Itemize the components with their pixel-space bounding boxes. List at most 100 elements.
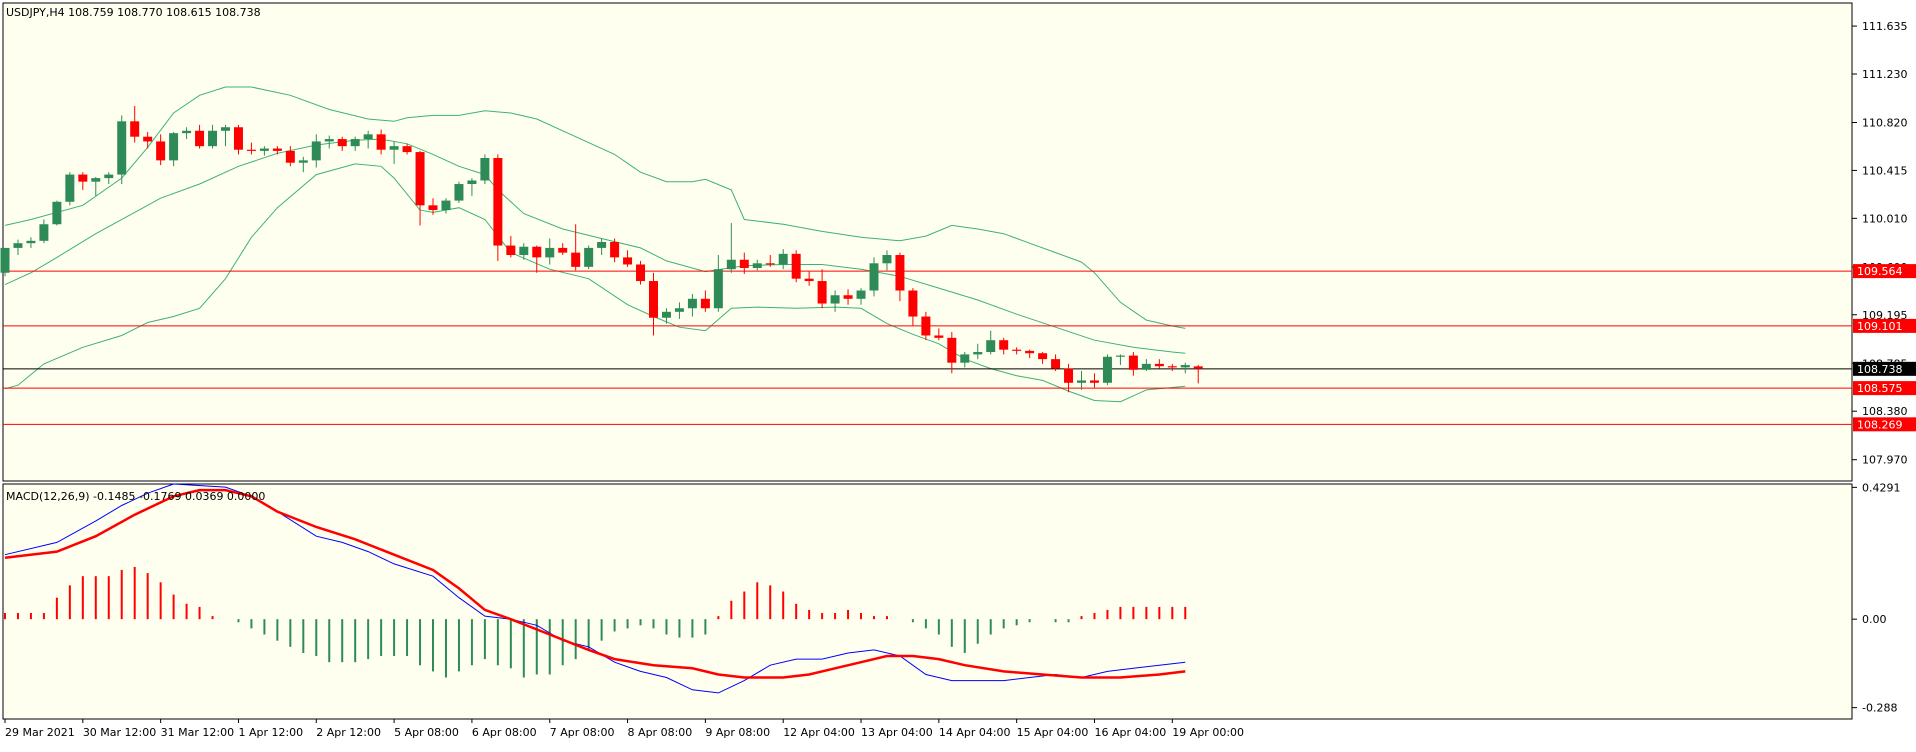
bear-candle-body	[792, 254, 801, 279]
bear-candle-body	[740, 260, 749, 268]
macd-tick-label: -0.288	[1862, 702, 1897, 715]
price-tick-label: 107.970	[1862, 454, 1908, 467]
candle[interactable]	[792, 250, 801, 282]
bear-candle-body	[947, 338, 956, 363]
candle[interactable]	[1, 248, 10, 276]
macd-title: MACD(12,26,9) -0.1485 -0.1769 0.0369 0.0…	[6, 490, 265, 503]
bear-candle-body	[195, 131, 204, 146]
bull-candle-body	[727, 260, 736, 269]
bull-candle-body	[1103, 357, 1112, 383]
bear-candle-body	[623, 257, 632, 264]
price-tick-label: 111.635	[1862, 20, 1908, 33]
bull-candle-body	[1077, 380, 1086, 382]
bull-candle-body	[260, 149, 269, 151]
macd-tick-label: 0.4291	[1862, 481, 1901, 494]
bear-candle-body	[377, 134, 386, 149]
price-tick-label: 108.380	[1862, 405, 1908, 418]
bear-candle-body	[844, 295, 853, 299]
price-tick-label: 110.820	[1862, 117, 1908, 130]
bear-candle-body	[234, 127, 243, 149]
bull-candle-body	[104, 175, 113, 179]
bear-candle-body	[1064, 369, 1073, 383]
level-price-label: 108.269	[1857, 418, 1903, 431]
bear-candle-body	[403, 146, 412, 152]
time-tick-label: 31 Mar 12:00	[161, 726, 234, 739]
bull-candle-body	[312, 141, 321, 160]
candle[interactable]	[480, 154, 489, 184]
bear-candle-body	[1038, 353, 1047, 359]
bear-candle-body	[636, 264, 645, 281]
macd-indicator-panel[interactable]: 0.4291 0.00 -0.288	[3, 481, 1901, 719]
bear-candle-body	[805, 279, 814, 281]
bull-candle-body	[182, 131, 191, 133]
bear-candle-body	[610, 242, 619, 257]
bear-candle-body	[1194, 366, 1203, 368]
bull-candle-body	[52, 202, 61, 224]
bull-candle-body	[91, 178, 100, 182]
bull-candle-body	[26, 241, 35, 243]
time-tick-label: 5 Apr 08:00	[394, 726, 459, 739]
time-tick-label: 30 Mar 12:00	[83, 726, 156, 739]
bull-candle-body	[325, 139, 334, 141]
time-tick-label: 29 Mar 2021	[5, 726, 75, 739]
bear-candle-body	[1012, 350, 1021, 351]
bear-candle-body	[273, 149, 282, 151]
level-price-label: 108.575	[1857, 382, 1903, 395]
bear-candle-body	[649, 281, 658, 318]
time-tick-label: 8 Apr 08:00	[628, 726, 693, 739]
bull-candle-body	[1116, 356, 1125, 357]
bear-candle-body	[130, 121, 139, 136]
bull-candle-body	[882, 255, 891, 263]
bull-candle-body	[1142, 364, 1151, 370]
level-price-label: 109.564	[1857, 265, 1903, 278]
bear-candle-body	[895, 255, 904, 290]
time-tick-label: 2 Apr 12:00	[316, 726, 381, 739]
bear-candle-body	[156, 141, 165, 160]
bull-candle-body	[390, 146, 399, 150]
bull-candle-body	[986, 340, 995, 352]
bull-candle-body	[351, 139, 360, 146]
candle[interactable]	[65, 172, 74, 205]
bull-candle-body	[117, 121, 126, 174]
time-tick-label: 15 Apr 04:00	[1017, 726, 1089, 739]
candle[interactable]	[1103, 354, 1112, 385]
candle[interactable]	[117, 115, 126, 184]
bear-candle-body	[1051, 359, 1060, 368]
bear-candle-body	[286, 151, 295, 163]
candle[interactable]	[52, 201, 61, 226]
price-tick-label: 110.415	[1862, 164, 1908, 177]
time-tick-label: 9 Apr 08:00	[705, 726, 770, 739]
bear-candle-body	[493, 158, 502, 246]
bear-candle-body	[999, 340, 1008, 349]
bear-candle-body	[766, 263, 775, 264]
bull-candle-body	[13, 243, 22, 248]
main-price-chart[interactable]: 111.635111.230110.820110.415110.010109.6…	[1, 3, 1916, 481]
bear-candle-body	[1129, 356, 1138, 370]
candle[interactable]	[584, 246, 593, 270]
bear-candle-body	[429, 205, 438, 210]
candle[interactable]	[454, 182, 463, 203]
bear-candle-body	[78, 175, 87, 182]
bear-candle-body	[1155, 364, 1164, 366]
bull-candle-body	[480, 158, 489, 180]
candle[interactable]	[636, 261, 645, 285]
bull-candle-body	[688, 299, 697, 308]
macd-tick-label: 0.00	[1862, 613, 1887, 626]
bull-candle-body	[441, 201, 450, 210]
time-tick-label: 19 Apr 00:00	[1172, 726, 1244, 739]
bear-candle-body	[532, 247, 541, 258]
bull-candle-body	[753, 263, 762, 268]
bull-candle-body	[584, 248, 593, 267]
macd-plot-area	[3, 484, 1852, 719]
bear-candle-body	[934, 335, 943, 337]
time-tick-label: 16 Apr 04:00	[1094, 726, 1166, 739]
bull-candle-body	[221, 127, 230, 131]
bear-candle-body	[558, 248, 567, 253]
bull-candle-body	[467, 180, 476, 184]
bull-candle-body	[364, 134, 373, 139]
bear-candle-body	[247, 150, 256, 151]
bull-candle-body	[208, 131, 217, 146]
candle[interactable]	[493, 154, 502, 260]
